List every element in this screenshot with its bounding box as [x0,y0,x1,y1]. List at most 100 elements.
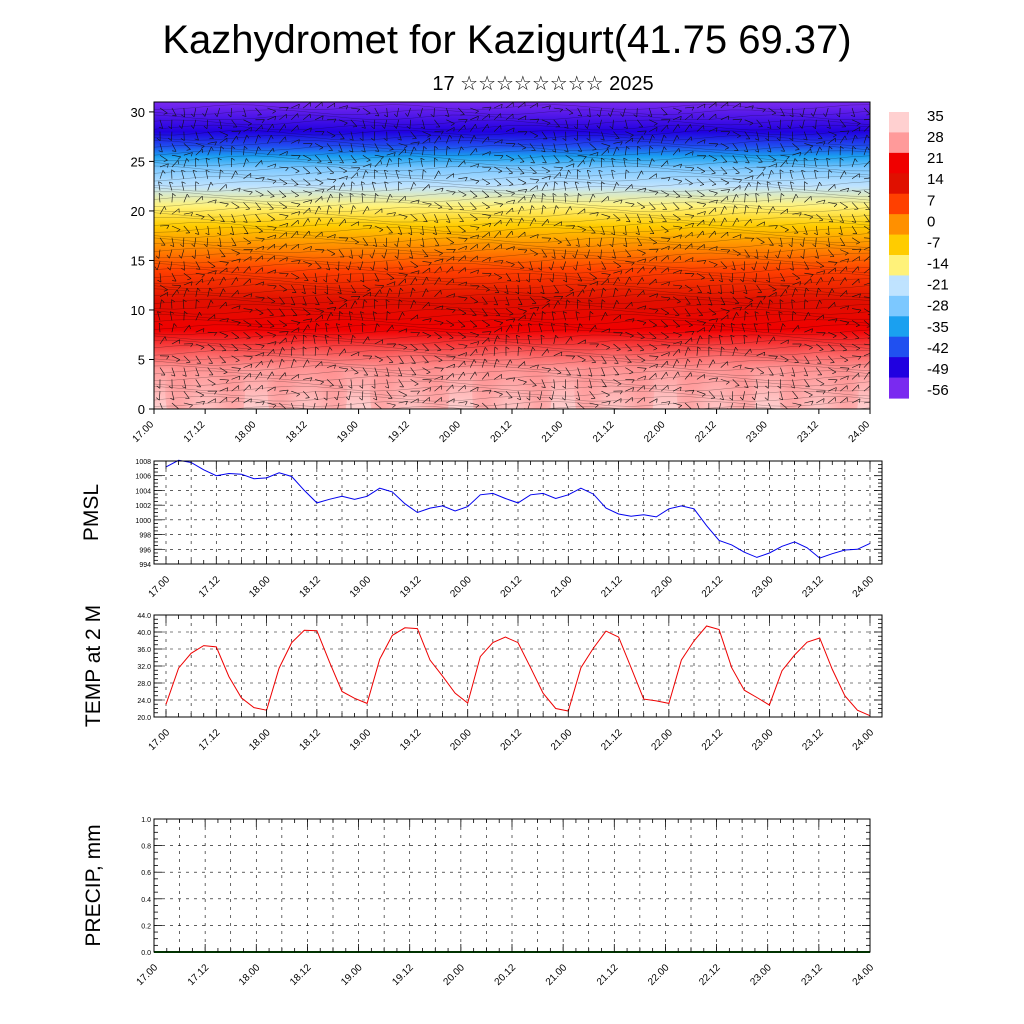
wind-barb [768,170,772,179]
wind-barb [648,214,654,223]
wind-barb [589,311,591,321]
wind-barb [684,284,693,291]
wind-barb [157,311,161,321]
wind-barb [720,261,728,269]
wind-barb [553,205,557,215]
wind-barb [672,163,682,168]
x-tick-label: 21.00 [549,574,575,600]
wind-barb-flag [812,125,816,130]
wind-barb [362,119,366,129]
wind-barb [410,141,420,144]
wind-barb [422,214,428,222]
wind-barb-flag [282,207,288,209]
wind-barb [446,127,455,132]
wind-barb [219,249,226,257]
wind-barb-flag [822,332,826,336]
wind-barb [767,249,769,259]
wind-barb-flag [719,398,724,401]
wind-barb-flag [623,244,628,247]
wind-barb-flag [847,305,849,310]
wind-barb [493,327,502,333]
wind-barb [243,214,248,223]
wind-barb-flag [473,301,478,304]
wind-barb-flag [560,221,562,226]
wind-barb [804,328,813,333]
wind-barb [362,225,372,227]
colorbar-cell [889,290,909,297]
wind-barb-flag [318,217,322,222]
wind-barb [672,190,681,197]
wind-barb-flag [541,386,546,388]
wind-barb [768,291,777,298]
wind-barb [551,311,555,321]
contour-line [154,283,870,289]
wind-barb [219,367,228,373]
wind-barb [601,343,610,348]
wind-barb [446,190,456,193]
wind-barb [207,225,210,235]
wind-barb [350,143,354,153]
wind-barb-flag [166,355,170,360]
wind-barb [350,300,356,309]
wind-barb-flag [428,184,430,189]
wind-barb-flag [420,157,425,161]
wind-barb-flag [601,157,605,161]
wind-barb [255,255,263,262]
y-tick-label: 30 [131,105,145,120]
wind-barb-flag [866,326,870,328]
wind-barb-flag [846,266,848,271]
wind-barb [302,324,309,333]
colorbar-cell [889,188,909,195]
wind-barb [529,347,533,356]
wind-barb-flag [167,267,171,271]
wind-barb [470,243,478,250]
wind-barb [696,358,700,368]
wind-barb-flag [212,277,215,282]
wind-barb [649,293,658,298]
wind-barb-flag [477,163,479,168]
wind-barb-flag [591,158,595,162]
wind-barb [470,308,477,316]
wind-barb [324,402,328,409]
wind-barb-flag [799,125,803,129]
wind-barb-flag [559,167,563,171]
wind-barb [839,343,848,351]
wind-barb [696,230,704,238]
wind-barb-flag [428,379,432,384]
wind-barb [434,214,439,223]
wind-barb [219,137,228,144]
contour-line [154,262,870,269]
wind-barb [649,127,658,132]
wind-barb [730,335,734,345]
wind-barb-flag [271,301,276,304]
wind-barb [517,189,527,191]
wind-barb [768,206,774,215]
wind-barb [314,231,323,239]
wind-barb-flag [548,266,552,271]
wind-barb [815,182,820,191]
wind-barb [744,348,751,356]
wind-barb-flag [789,169,794,172]
wind-barb [303,178,311,185]
wind-barb-flag [735,172,740,175]
wind-barb [255,360,262,368]
wind-barb [481,372,489,380]
wind-barb [637,355,646,361]
wind-barb-flag [225,379,229,384]
wind-barb [684,337,692,345]
wind-barb [279,402,287,409]
wind-barb [625,131,634,136]
wind-barb-flag [795,278,800,280]
wind-barb-flag [611,232,615,236]
wind-barb-flag [582,289,585,294]
colorbar-cell [889,300,909,307]
wind-barb-flag [250,249,253,253]
wind-barb-flag [325,268,330,271]
wind-barb-flag [452,191,456,196]
wind-barb-flag [555,205,559,209]
wind-barb [754,311,757,321]
wind-barb-flag [356,167,361,172]
wind-barb-flag [536,306,540,311]
wind-barb-flag [154,266,158,271]
